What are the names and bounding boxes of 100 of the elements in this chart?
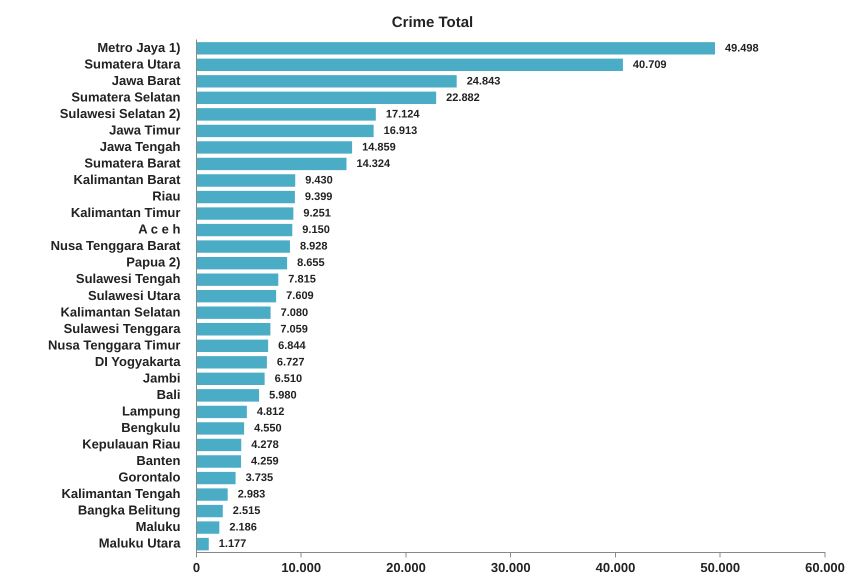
data-label: 40.709 [632, 58, 667, 71]
data-label: 4.259 [251, 456, 279, 468]
y-tick-label: Jawa Timur [109, 122, 180, 138]
data-label: 7.059 [280, 323, 308, 336]
y-tick-label: Sumatera Selatan [71, 89, 180, 104]
x-tick-label: 50.000 [700, 560, 740, 575]
data-label: 17.124 [386, 108, 420, 120]
bar [196, 75, 457, 88]
y-tick-label: A c e h [138, 222, 180, 237]
data-label: 5.980 [269, 389, 297, 402]
chart-title: Crime Total [392, 14, 474, 32]
bar [196, 290, 276, 302]
bar [196, 42, 715, 54]
y-tick-label: Nusa Tenggara Timur [48, 337, 180, 352]
y-tick-label: Kalimantan Tengah [61, 486, 180, 502]
data-label: 7.080 [280, 306, 308, 319]
data-label: 16.913 [384, 124, 418, 137]
bar [196, 356, 267, 369]
y-tick-label: Jawa Tengah [100, 139, 180, 154]
data-label: 3.735 [246, 472, 274, 484]
data-label: 2.515 [232, 505, 260, 518]
data-label: 2.186 [229, 522, 257, 534]
data-label: 2.983 [238, 488, 266, 501]
data-label: 8.655 [297, 257, 325, 270]
y-tick-label: Kalimantan Barat [74, 172, 182, 188]
bar [196, 340, 268, 352]
bar [196, 108, 376, 121]
data-label: 9.150 [302, 224, 330, 236]
bar [196, 158, 346, 170]
data-label: 6.727 [276, 356, 304, 368]
data-label: 7.815 [288, 274, 316, 286]
data-label: 4.278 [251, 438, 279, 451]
bar [196, 224, 292, 236]
y-tick-label: Bangka Belitung [78, 502, 180, 518]
bar [196, 488, 228, 501]
bar [196, 256, 288, 270]
data-label: 24.843 [466, 75, 500, 88]
bar [196, 521, 220, 534]
data-label: 14.324 [356, 158, 392, 170]
bar [196, 406, 247, 418]
y-tick-label: Bali [156, 386, 180, 402]
y-tick-label: DI Yogyakarta [94, 354, 182, 369]
y-tick-label: Maluku Utara [98, 536, 182, 551]
y-tick-label: Papua 2) [126, 254, 180, 270]
bar [196, 372, 265, 386]
x-tick-label: 20.000 [386, 560, 426, 575]
y-tick-label: Gorontalo [118, 470, 180, 485]
y-tick-label: Banten [136, 453, 180, 468]
bar [196, 240, 290, 253]
bar [196, 124, 374, 138]
y-tick-label: Kepulauan Riau [82, 436, 180, 452]
y-tick-label: Sumatera Barat [84, 156, 182, 171]
bar [196, 472, 236, 484]
y-tick-label: Metro Jaya 1) [97, 40, 180, 55]
data-label: 1.177 [218, 538, 246, 550]
data-label: 4.550 [254, 422, 282, 434]
y-tick-label: Kalimantan Timur [70, 205, 180, 220]
y-tick-label: Sulawesi Selatan 2) [60, 106, 180, 121]
y-tick-label: Riau [152, 188, 180, 204]
x-tick-label: 30.000 [490, 560, 531, 575]
y-tick-label: Bengkulu [121, 420, 180, 436]
data-label: 9.430 [305, 174, 333, 187]
data-label: 9.251 [303, 208, 331, 220]
x-tick-label: 0 [192, 560, 200, 575]
y-tick-label: Maluku [136, 519, 180, 534]
x-tick-label: 60.000 [805, 560, 845, 575]
bar [196, 438, 242, 452]
bar [196, 273, 278, 286]
y-tick-label: Nusa Tenggara Barat [50, 238, 182, 254]
bar [196, 422, 244, 435]
x-tick-label: 10.000 [281, 560, 322, 575]
data-label: 7.609 [286, 290, 314, 302]
bar [196, 538, 209, 550]
y-tick-label: Sulawesi Tengah [76, 271, 180, 286]
data-label: 14.859 [362, 141, 396, 154]
bar [196, 389, 260, 402]
bar [196, 306, 271, 319]
data-label: 49.498 [724, 42, 759, 54]
y-tick-label: Sulawesi Tenggara [64, 320, 182, 336]
data-label: 9.399 [304, 191, 332, 204]
y-tick-label: Sumatera Utara [84, 56, 182, 72]
y-tick-label: Lampung [122, 403, 180, 418]
y-tick-label: Jawa Barat [112, 72, 182, 88]
y-tick-label: Sulawesi Utara [88, 288, 182, 303]
y-tick-label: Kalimantan Selatan [60, 304, 180, 320]
bar [196, 190, 295, 204]
data-label: 6.844 [278, 340, 307, 352]
bar [196, 207, 294, 220]
data-label: 22.882 [446, 92, 480, 104]
bar [196, 323, 270, 336]
data-label: 6.510 [274, 372, 302, 385]
bar [196, 141, 352, 154]
data-label: 8.928 [300, 240, 328, 253]
bar [196, 455, 242, 468]
x-tick-label: 40.000 [596, 560, 636, 575]
bar [196, 504, 223, 518]
data-label: 4.812 [256, 406, 284, 418]
bar [196, 58, 623, 71]
bar [196, 174, 296, 187]
y-tick-label: Jambi [142, 370, 180, 386]
